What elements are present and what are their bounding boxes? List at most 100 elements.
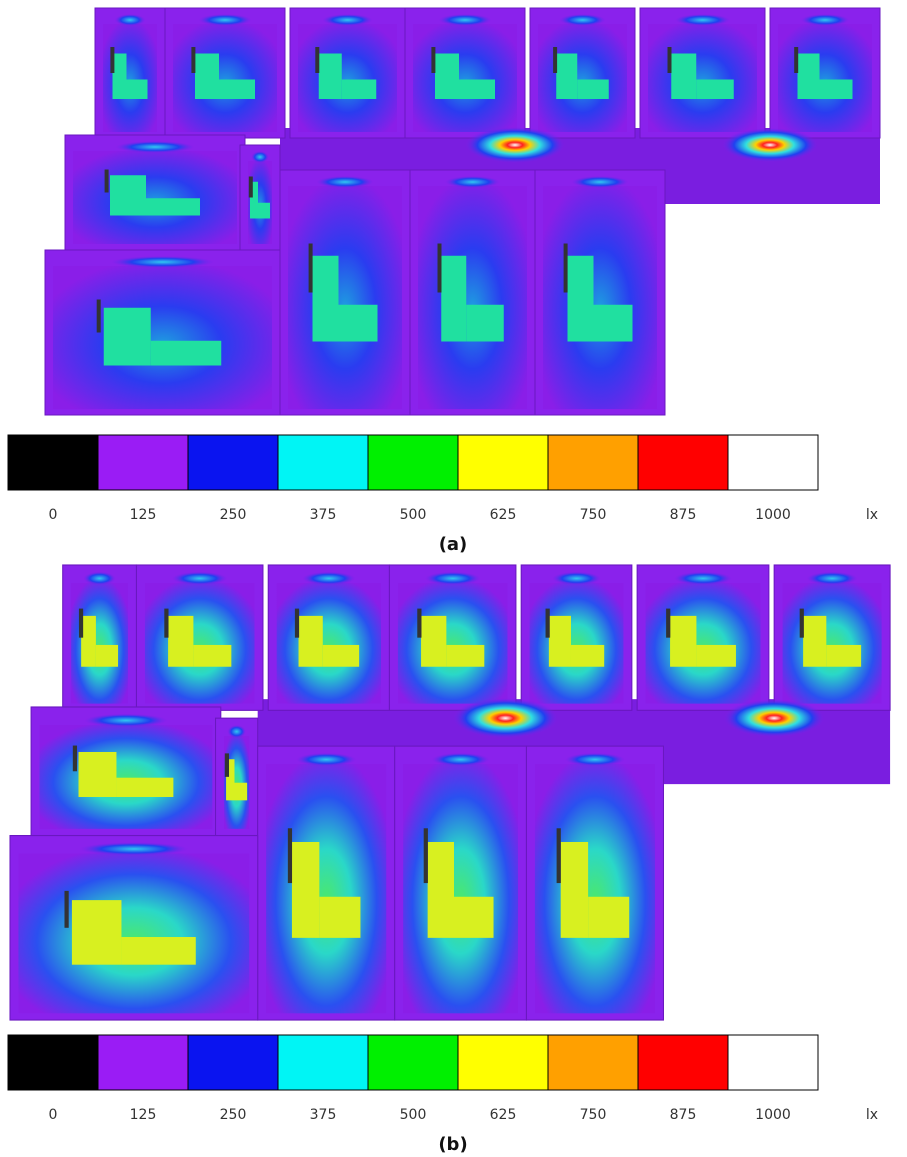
desk: [146, 198, 200, 215]
monitor: [666, 609, 670, 638]
ceiling-light: [552, 572, 601, 585]
desk: [556, 54, 577, 100]
desk: [594, 305, 633, 342]
monitor: [105, 170, 109, 193]
monitor: [564, 244, 568, 293]
desk: [127, 80, 148, 100]
monitor: [553, 47, 557, 73]
desk: [79, 752, 117, 797]
room-floor: [783, 583, 882, 704]
ceiling-light: [199, 14, 252, 26]
legend-swatch: [458, 1035, 548, 1090]
desk: [803, 616, 826, 667]
corridor-lamp: [453, 698, 558, 738]
legend-tick-label: 375: [310, 507, 337, 523]
desk: [339, 305, 378, 342]
legend-tick-label: 250: [220, 1107, 247, 1123]
desk: [798, 54, 820, 100]
room-floor: [103, 24, 157, 132]
desk: [696, 80, 734, 100]
room-floor: [73, 151, 237, 244]
monitor: [295, 609, 299, 638]
legend-unit: lx: [866, 1107, 878, 1123]
desk: [588, 897, 629, 938]
monitor: [73, 746, 77, 772]
room-floor: [18, 853, 249, 1013]
monitor: [164, 609, 168, 638]
legend-swatch: [278, 435, 368, 490]
room-floor: [40, 725, 213, 829]
legend-swatch: [458, 435, 548, 490]
legend-swatch: [368, 435, 458, 490]
desk: [428, 842, 454, 938]
monitor: [315, 47, 319, 73]
room-floor: [418, 186, 527, 409]
ceiling-light: [83, 572, 115, 585]
desk: [72, 900, 122, 965]
desk: [342, 80, 377, 100]
desk: [195, 54, 219, 100]
legend-swatch: [728, 1035, 818, 1090]
desk: [670, 616, 696, 667]
desk: [568, 256, 594, 342]
ceiling-light: [227, 725, 246, 738]
legend-tick-label: 625: [490, 1107, 517, 1123]
panel-caption: (b): [438, 1134, 467, 1155]
ceiling-light: [296, 753, 356, 766]
desk: [313, 256, 339, 342]
monitor: [288, 828, 292, 883]
legend-swatch: [638, 1035, 728, 1090]
room-floor: [543, 186, 657, 409]
legend-swatch: [278, 1035, 368, 1090]
legend-tick-label: 375: [310, 1107, 337, 1123]
desk: [116, 778, 173, 797]
legend-tick-label: 1000: [755, 1107, 791, 1123]
monitor: [191, 47, 195, 73]
room-floor: [398, 583, 508, 704]
ceiling-light: [559, 14, 605, 26]
ceiling-light: [801, 14, 849, 26]
room-floor: [277, 583, 381, 704]
ceiling-light: [84, 714, 167, 727]
monitor: [97, 300, 101, 333]
legend-tick-label: 750: [580, 507, 607, 523]
monitor: [438, 244, 442, 293]
legend-swatch: [98, 1035, 188, 1090]
legend-tick-label: 250: [220, 507, 247, 523]
desk: [671, 54, 696, 100]
desk: [81, 616, 96, 667]
legend-swatch: [728, 435, 818, 490]
ceiling-light: [302, 572, 355, 585]
desk: [292, 842, 319, 938]
room-floor: [403, 764, 518, 1013]
corridor-lamp: [465, 127, 565, 163]
legend-tick-label: 0: [49, 507, 58, 523]
ceiling-light: [571, 176, 628, 188]
desk: [435, 54, 459, 100]
desk: [826, 645, 861, 667]
monitor: [557, 828, 561, 883]
desk: [466, 305, 504, 342]
legend-tick-label: 625: [490, 507, 517, 523]
monitor: [417, 609, 421, 638]
ceiling-light: [439, 14, 492, 26]
room-floor: [71, 583, 128, 704]
desk: [299, 616, 323, 667]
desk: [113, 54, 127, 100]
monitor: [546, 609, 550, 638]
room-floor: [298, 24, 397, 132]
ceiling-light: [316, 176, 373, 188]
monitor: [431, 47, 435, 73]
desk: [696, 645, 736, 667]
legend-tick-label: 0: [49, 1107, 58, 1123]
desk: [577, 80, 609, 100]
monitor: [668, 47, 672, 73]
monitor: [424, 828, 428, 883]
room-floor: [535, 764, 655, 1013]
ceiling-light: [115, 141, 194, 153]
desk: [96, 645, 118, 667]
desk: [319, 54, 342, 100]
legend-swatch: [548, 435, 638, 490]
room-floor: [538, 24, 627, 132]
desk: [193, 645, 231, 667]
